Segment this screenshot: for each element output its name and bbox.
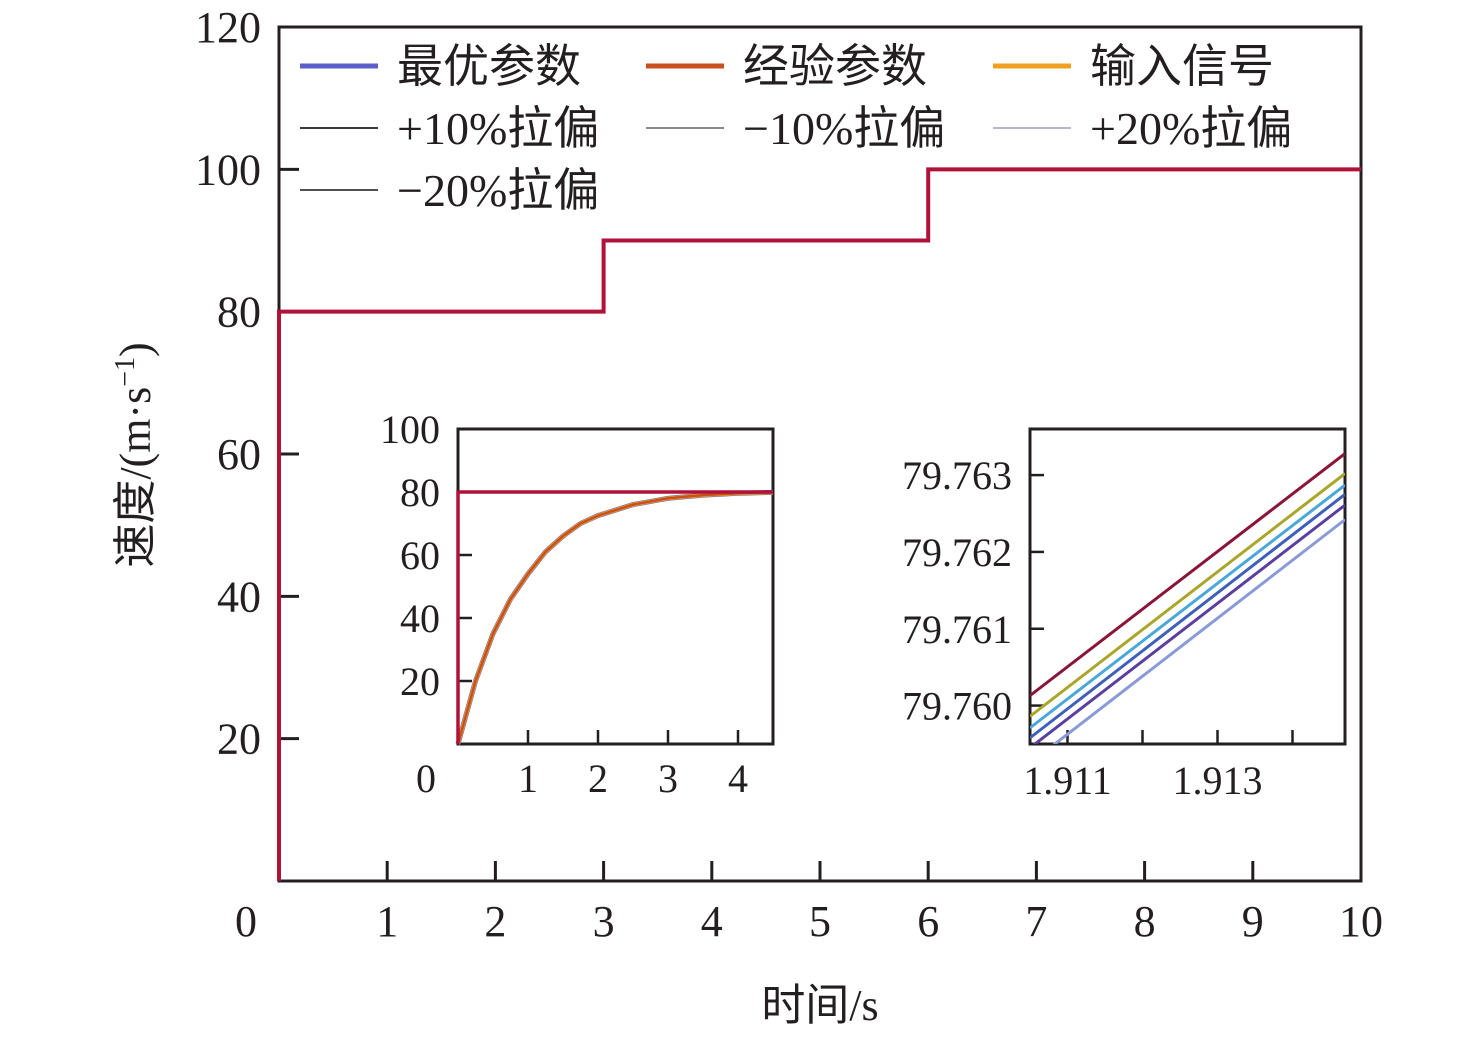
inset-zoom-plot: 1.911 1.913 79.760 79.761 79.762 79.763 [902,427,1347,803]
inset-zoom-y-tick-label: 79.763 [902,453,1012,498]
y-axis-title-close: ) [111,342,160,357]
x-tick-label: 8 [1134,897,1156,946]
legend-item: −20%拉偏 [300,165,599,216]
origin-tick-label: 0 [235,897,257,946]
legend-item: 输入信号 [993,41,1274,92]
inset-response-x-tick-label: 1 [518,756,538,801]
inset-response-x-tick-label: 3 [658,756,678,801]
inset-response-reference [456,490,773,744]
inset-zoom-line-5 [1052,518,1345,744]
y-axis-title: 速度/(m·s−1) [110,342,160,567]
inset-response-y-tick-label: 20 [400,659,440,704]
legend-label: 经验参数 [743,41,927,92]
y-tick-label: 100 [195,145,261,194]
x-tick-label: 2 [484,897,506,946]
inset-response-y-tick-label: 60 [400,533,440,578]
inset-response-curve-empirical [456,491,774,745]
inset-zoom-line-0 [1030,452,1345,697]
inset-zoom-line-2 [1030,483,1345,730]
inset-zoom-y-tick-label: 79.762 [902,530,1012,575]
inset-zoom-line-1 [1030,472,1345,718]
x-tick-label: 5 [809,897,831,946]
inset-zoom-x-tick-label: 1.913 [1173,758,1263,803]
inset-zoom-y-tick-label: 79.760 [902,684,1012,729]
legend-item: 最优参数 [300,41,581,92]
y-tick-label: 20 [217,715,261,764]
legend-label: 最优参数 [397,41,581,92]
x-tick-label: 3 [593,897,615,946]
x-tick-label: 10 [1339,897,1383,946]
legend-label: +10%拉偏 [397,103,599,154]
inset-response-x-tick-label: 0 [416,756,436,801]
inset-zoom-y-tick-label: 79.761 [902,607,1012,652]
inset-response-y-tick-label: 80 [400,470,440,515]
inset-zoom-lines [1030,452,1345,744]
legend-label: −20%拉偏 [397,165,599,216]
inset-response-plot: 0 1 2 3 4 20 40 60 80 100 [380,407,775,801]
inset-response-frame [456,427,775,746]
inset-response-x-tick-label: 2 [588,756,608,801]
x-tick-label: 4 [701,897,723,946]
y-axis-title-main: 速度/(m·s [111,387,160,568]
legend-label: +20%拉偏 [1090,103,1292,154]
x-tick-label: 6 [917,897,939,946]
y-tick-label: 40 [217,572,261,621]
y-axis-title-superscript: −1 [110,357,141,387]
inset-response-y-tick-label: 40 [400,596,440,641]
x-axis-title: 时间/s [761,981,878,1030]
legend-label: −10%拉偏 [743,103,945,154]
legend-item: 经验参数 [646,41,927,92]
inset-response-x-tick-label: 4 [728,756,748,801]
x-tick-label: 9 [1242,897,1264,946]
inset-zoom-x-tick-label: 1.911 [1023,758,1112,803]
legend: 最优参数 经验参数 输入信号 +10%拉偏 −10%拉偏 +20%拉偏 −20%拉偏 [300,41,1292,216]
inset-response-y-tick-label: 100 [380,407,440,452]
y-tick-label: 60 [217,430,261,479]
y-tick-label: 120 [195,3,261,52]
x-tick-label: 1 [376,897,398,946]
x-tick-label: 7 [1025,897,1047,946]
legend-label: 输入信号 [1090,41,1274,92]
y-tick-label: 80 [217,288,261,337]
inset-zoom-line-4 [1032,503,1345,744]
inset-zoom-line-3 [1030,493,1345,740]
legend-item: −10%拉偏 [646,103,945,154]
legend-item: +20%拉偏 [993,103,1292,154]
series-line-0 [277,167,1361,881]
inset-zoom-frame [1028,427,1347,746]
legend-item: +10%拉偏 [300,103,599,154]
